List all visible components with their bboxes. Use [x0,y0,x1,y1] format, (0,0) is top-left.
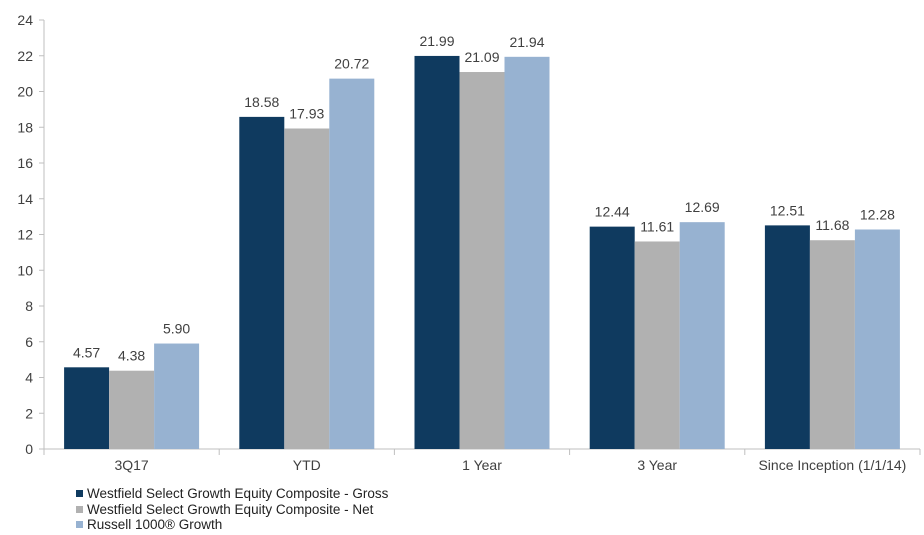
legend-swatch-russell [76,521,83,529]
bar-data-label: 12.44 [595,204,630,220]
x-tick-label: YTD [293,457,321,473]
y-tick-label: 16 [17,155,33,171]
bar-data-label: 12.69 [685,199,720,215]
bar [634,241,680,449]
y-tick-label: 10 [17,262,33,278]
legend-item-net: Westfield Select Growth Equity Composite… [76,502,388,518]
bar-data-label: 11.68 [815,217,849,233]
bar-data-label: 18.58 [244,94,279,110]
bar [414,55,460,450]
y-tick-label: 18 [17,119,33,135]
bar-data-label: 4.57 [73,344,100,360]
bar-data-label: 4.38 [118,348,145,364]
data-labels: 4.57 4.38 5.90 18.58 17.93 20.72 21.99 21.09 21.… [73,33,895,364]
bar [284,128,330,449]
y-tick-label: 2 [25,405,33,421]
legend-label-net: Westfield Select Growth Equity Composite… [87,501,374,517]
bar [459,72,505,450]
bar [109,370,155,449]
bar-data-label: 20.72 [334,56,369,72]
y-tick-label: 14 [17,191,33,207]
bar [239,116,285,449]
bars [64,55,900,450]
bar-data-label: 21.94 [509,34,544,50]
bar [64,367,110,449]
bar [764,225,810,449]
bar-data-label: 17.93 [289,106,324,122]
bar-data-label: 21.99 [419,33,454,49]
bar-data-label: 11.61 [640,218,674,234]
y-tick-label: 24 [17,12,33,28]
bar [854,229,900,449]
y-tick-label: 8 [25,298,33,314]
bar-data-label: 21.09 [464,49,499,65]
legend-label-russell: Russell 1000® Growth [87,517,223,532]
legend-label-gross: Westfield Select Growth Equity Composite… [87,486,389,501]
y-tick-label: 0 [25,441,33,457]
bar [504,56,550,449]
x-tick-label: 3Q17 [114,457,148,473]
y-tick-label: 6 [25,334,33,350]
bar-data-label: 5.90 [163,321,190,337]
bar [329,78,375,449]
bar [589,226,635,449]
y-tick-label: 22 [17,48,33,64]
legend-item-russell: Russell 1000® Growth [76,517,388,533]
y-tick-label: 4 [25,370,33,386]
legend-swatch-gross [76,490,83,498]
legend-item-gross: Westfield Select Growth Equity Composite… [76,486,388,502]
x-tick-label: 3 Year [637,457,677,473]
legend-swatch-net [76,505,83,513]
y-tick-label: 20 [17,84,33,100]
chart-legend: Westfield Select Growth Equity Composite… [76,486,388,533]
x-axis: 3Q17 YTD 1 Year 3 Year Since Inception (1/1/… [43,448,921,473]
bar [154,343,200,449]
bar [809,240,855,449]
bar-data-label: 12.51 [770,202,805,218]
bar [679,222,725,449]
bar-data-label: 12.28 [860,206,895,222]
y-tick-label: 12 [17,227,33,243]
x-tick-label: 1 Year [462,457,502,473]
x-tick-label: Since Inception (1/1/14) [758,457,906,473]
